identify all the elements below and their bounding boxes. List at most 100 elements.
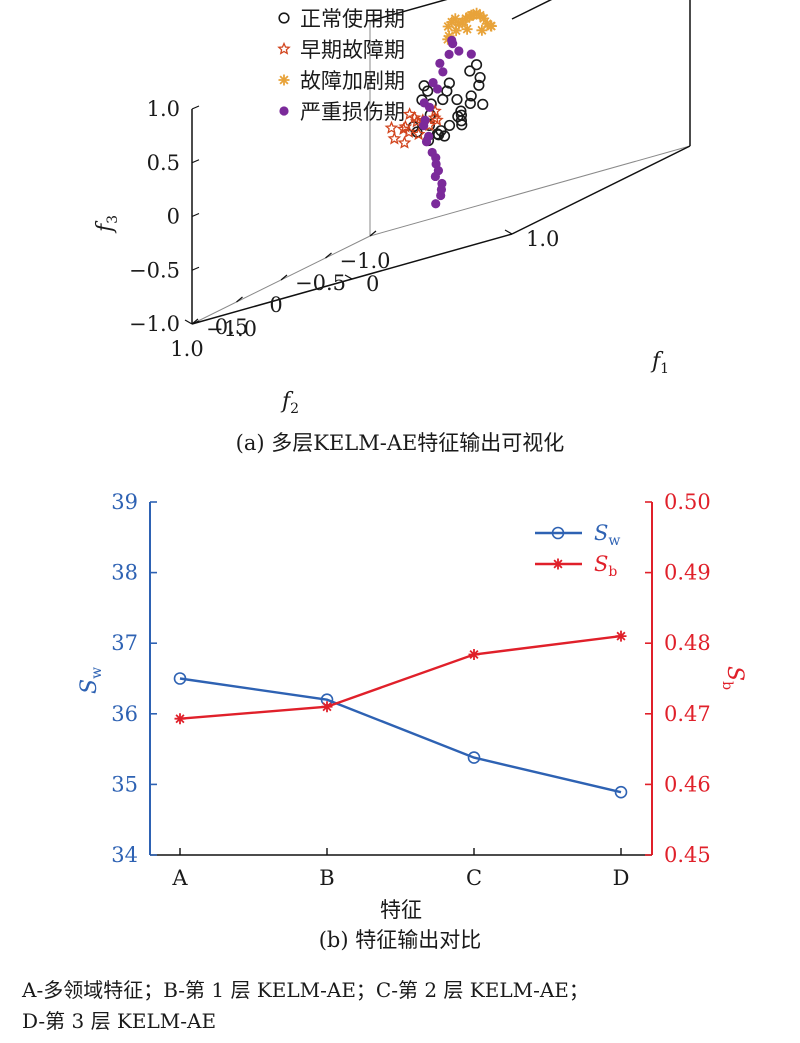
left-tick-label: 37 <box>111 631 138 655</box>
scatter-point <box>464 65 476 77</box>
f1-axis-label: f1 <box>650 349 669 377</box>
legend-label: Sw <box>594 521 620 549</box>
scatter-point <box>446 16 458 28</box>
footnote-line-1: A-多领域特征；B-第 1 层 KELM-AE；C-第 2 层 KELM-AE； <box>22 978 589 1002</box>
box-edge <box>511 145 691 235</box>
caption-a: (a) 多层KELM-AE特征输出可视化 <box>235 431 565 455</box>
scatter-point <box>442 21 454 32</box>
series-point <box>467 751 481 764</box>
scatter-point <box>387 131 402 145</box>
f2-tick-label: 0 <box>269 293 282 317</box>
back-edge <box>369 145 691 237</box>
f1-tick-label: 1.0 <box>526 227 559 251</box>
legend-marker <box>277 41 291 55</box>
left-tick-label: 35 <box>111 772 138 796</box>
f2-tick <box>280 274 288 281</box>
scatter-point <box>430 171 440 182</box>
f2-tick-label: 0.5 <box>215 315 248 339</box>
scatter-point <box>398 119 413 133</box>
right-tick-label: 0.48 <box>664 631 711 655</box>
scatter-point <box>456 119 468 131</box>
f2-axis-label: f2 <box>280 389 299 417</box>
f1-tick-label: −1.0 <box>206 317 257 341</box>
f3-axis-label: f3 <box>93 215 121 234</box>
scatter-point <box>420 115 430 125</box>
scatter-point <box>435 58 445 68</box>
legend-marker <box>551 526 565 540</box>
f2-tick <box>325 252 332 259</box>
x-tick-label: D <box>613 866 630 890</box>
scatter-point <box>466 49 476 59</box>
scatter-point <box>443 77 455 89</box>
scatter-point <box>396 122 411 135</box>
scatter-point <box>474 9 486 21</box>
scatter-point <box>411 127 426 141</box>
f2-tick-label: 1.0 <box>170 337 203 361</box>
scatter-point <box>473 79 485 91</box>
series-point <box>173 672 187 685</box>
scatter-point <box>428 77 438 88</box>
x-tick-label: C <box>466 866 482 890</box>
legend-label: Sb <box>594 552 617 580</box>
right-axis-label: Sb <box>719 666 747 690</box>
right-tick-label: 0.47 <box>664 702 711 726</box>
scatter-point <box>427 110 442 124</box>
f1-tick <box>184 319 193 325</box>
f3-tick-label: 0 <box>167 205 180 229</box>
series-point <box>321 701 333 713</box>
f1-tick <box>344 274 353 280</box>
scatter-point <box>477 98 489 110</box>
f3-tick-label: −1.0 <box>129 312 180 336</box>
f2-tick <box>236 296 243 303</box>
footnote-line-2: D-第 3 层 KELM-AE <box>22 1009 217 1033</box>
f3-tick-label: 1.0 <box>147 97 180 121</box>
x-axis-label: 特征 <box>380 898 422 922</box>
scatter-point <box>481 18 493 30</box>
scatter-3d-plot: 1.00.50−0.5−1.0f31.00.50−0.5−1.0f21.00−1… <box>93 0 691 417</box>
scatter-point <box>456 16 468 28</box>
scatter-point <box>447 35 457 45</box>
series-point <box>615 630 627 642</box>
left-tick-label: 39 <box>111 490 138 514</box>
scatter-point <box>402 107 417 121</box>
scatter-point <box>471 7 483 19</box>
line-chart-plot: 34 35 36 37 38 39 0.45 0.46 0.47 0.48 0.49 0.50 A B C D… <box>77 490 747 922</box>
f2-tick <box>191 318 199 325</box>
caption-b: (b) 特征输出对比 <box>318 928 482 952</box>
scatter-point <box>433 129 445 141</box>
series-point <box>614 785 628 799</box>
legend-label: 严重损伤期 <box>300 100 405 124</box>
f3-tick-label: 0.5 <box>147 151 180 175</box>
f2-tick <box>369 230 377 237</box>
scatter-point <box>432 84 443 94</box>
series-line <box>179 677 622 794</box>
left-tick-label: 36 <box>111 702 138 726</box>
f3-tick <box>191 212 200 218</box>
scatter-point <box>461 23 473 35</box>
f3-tick <box>191 159 200 164</box>
f2-tick-label: −1.0 <box>340 249 391 273</box>
left-tick-label: 38 <box>111 561 138 585</box>
scatter-point <box>384 120 399 134</box>
x-tick-label: B <box>319 866 334 890</box>
right-tick-label: 0.45 <box>664 843 711 867</box>
f1-tick <box>504 229 513 235</box>
scatter-point <box>464 97 476 110</box>
scatter-point <box>444 49 454 60</box>
f3-tick <box>191 266 200 271</box>
scatter-point <box>402 124 416 138</box>
box-edge <box>511 0 553 20</box>
right-tick-label: 0.50 <box>664 490 711 514</box>
legend-marker <box>552 558 564 570</box>
series-point <box>174 713 186 725</box>
legend-label: 早期故障期 <box>300 38 405 62</box>
legend-marker <box>279 106 289 116</box>
scatter-point <box>438 67 448 77</box>
scatter-point <box>441 85 453 97</box>
scatter-point <box>418 80 430 92</box>
scatter-point <box>485 20 497 32</box>
series-line <box>179 634 622 720</box>
scatter-point <box>397 135 412 149</box>
scatter-point <box>424 131 434 141</box>
